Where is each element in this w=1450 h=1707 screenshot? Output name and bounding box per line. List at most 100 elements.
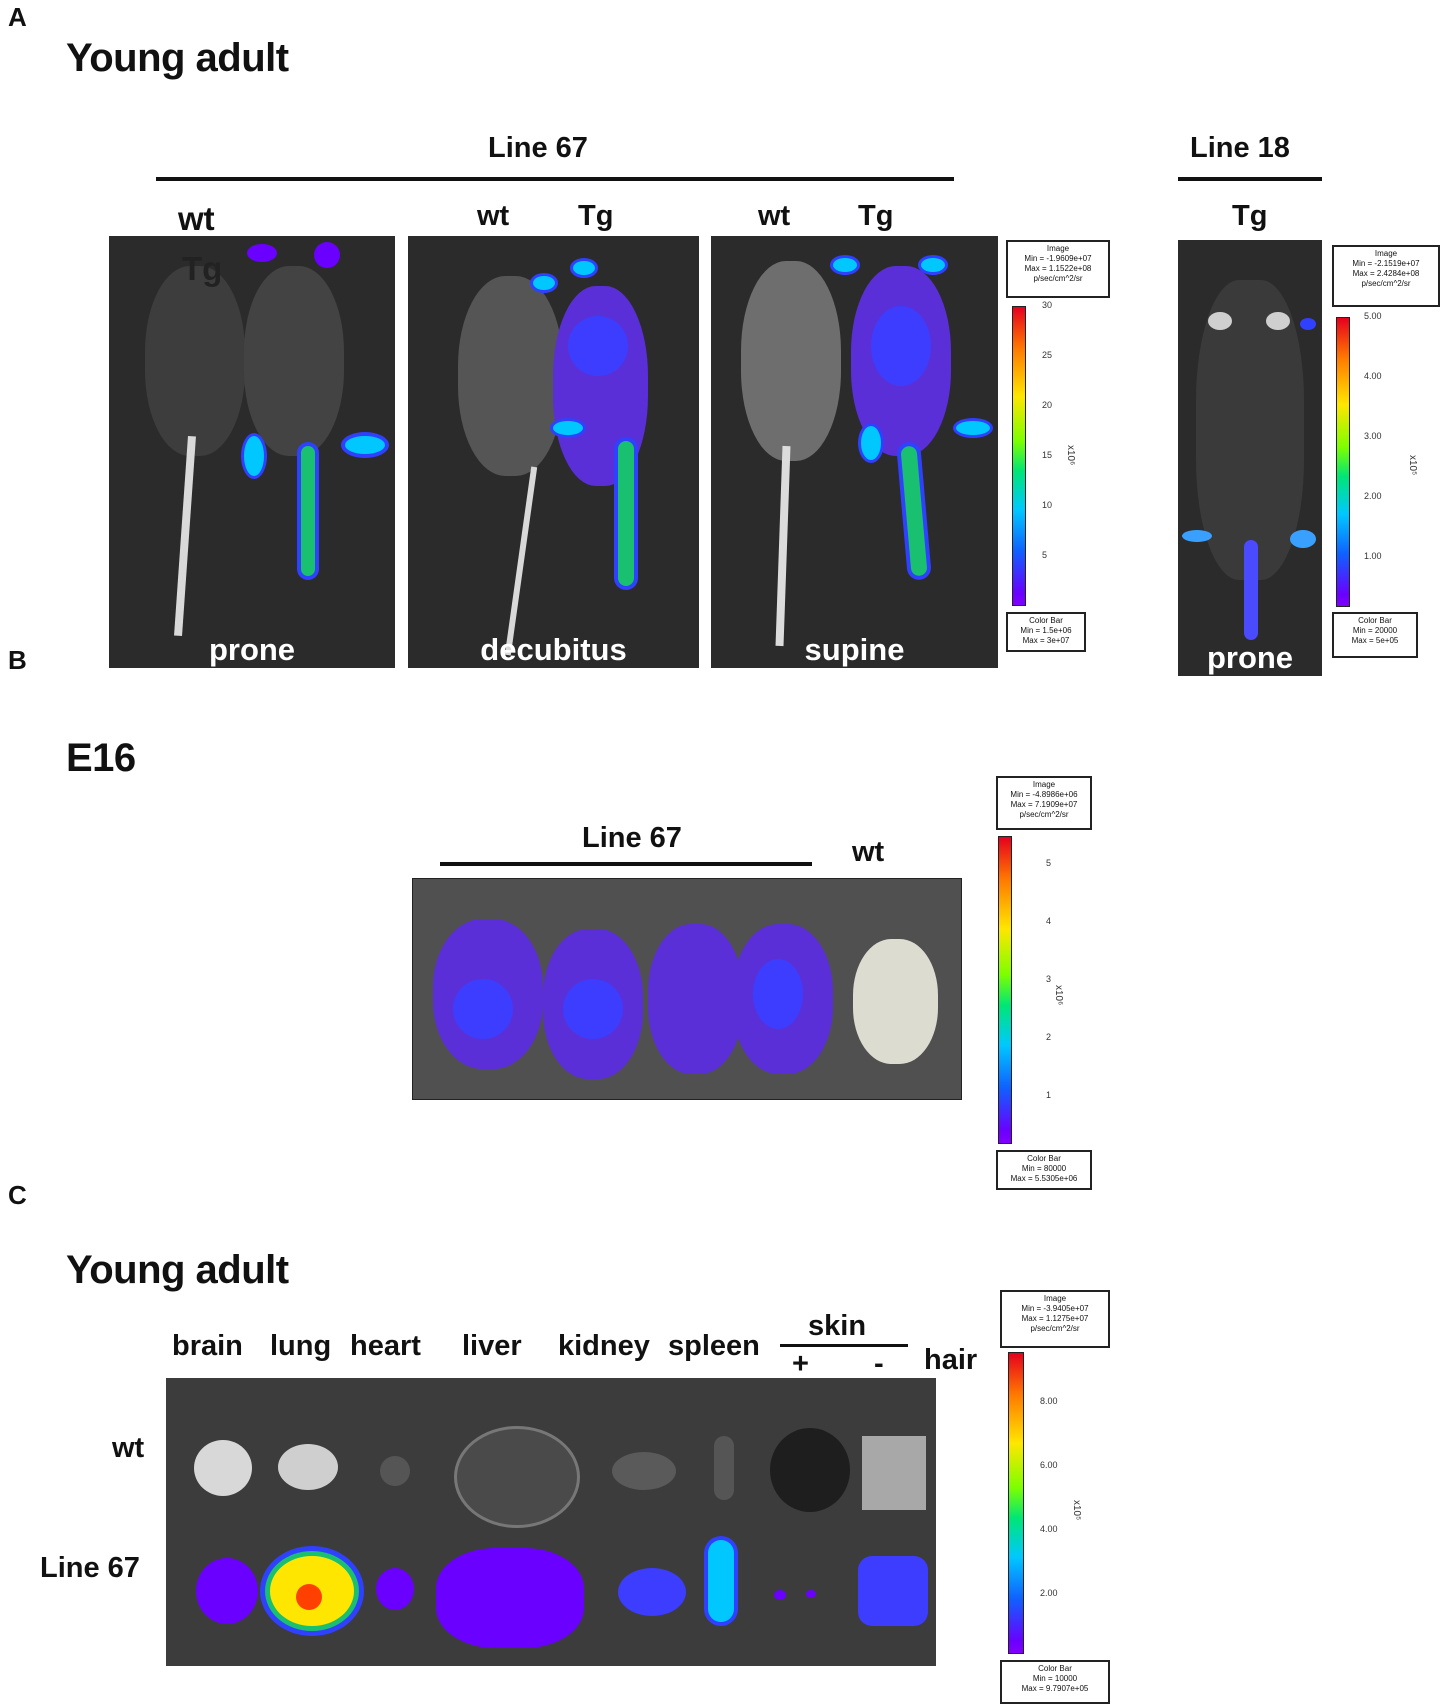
scale2-image-box: Image Min = -2.1519e+07 Max = 2.4284e+08… <box>1332 245 1440 307</box>
organ-liver-label: liver <box>462 1330 522 1362</box>
organ-tick-2: 4.00 <box>1040 1524 1058 1534</box>
mouse-image-supine: supine <box>711 236 998 668</box>
e16-cb-title: Color Bar <box>1027 1154 1061 1163</box>
organ-scale-image-unit: p/sec/cm^2/sr <box>1030 1324 1080 1333</box>
organ-colorbar <box>1008 1352 1024 1654</box>
line18-rule <box>1178 177 1322 181</box>
organ-cb-min: Min = 10000 <box>1032 1674 1078 1683</box>
panel-c-letter: C <box>8 1180 27 1210</box>
label-tg-supine: Tg <box>858 200 894 232</box>
e16-cb-min: Min = 80000 <box>1021 1164 1067 1173</box>
e16-line67-rule <box>440 862 812 866</box>
caption-decubitus: decubitus <box>480 632 627 667</box>
scale1-image-box: Image Min = -1.9609e+07 Max = 1.1522e+08… <box>1006 240 1110 298</box>
e16-scale-image-min: Min = -4.8986e+06 <box>1010 790 1078 799</box>
scale2-tick-2: 3.00 <box>1364 431 1382 441</box>
scale1-cb-min: Min = 1.5e+06 <box>1020 626 1072 635</box>
e16-scale-image-max: Max = 7.1909e+07 <box>1010 800 1078 809</box>
scale2-colorbar <box>1336 317 1350 607</box>
skin-minus-label: - <box>874 1348 884 1380</box>
scale1-tick-2: 20 <box>1042 400 1053 410</box>
mouse-image-line18-prone: prone <box>1178 240 1322 676</box>
e16-colorbar <box>998 836 1012 1144</box>
organ-brain-label: brain <box>172 1330 243 1362</box>
scale1-image-max: Max = 1.1522e+08 <box>1024 264 1092 273</box>
e16-scale-image-box: Image Min = -4.8986e+06 Max = 7.1909e+07… <box>996 776 1092 830</box>
scale1-tick-0: 30 <box>1042 300 1053 310</box>
scale1-unit: x10⁶ <box>1065 445 1076 466</box>
organ-heart-label: heart <box>350 1330 421 1362</box>
e16-line67-label: Line 67 <box>582 822 682 854</box>
organ-scale-image-max: Max = 1.1275e+07 <box>1021 1314 1089 1323</box>
e16-tick-1: 4 <box>1046 916 1052 926</box>
organ-scale-image-min: Min = -3.9405e+07 <box>1021 1304 1089 1313</box>
caption-supine: supine <box>804 632 905 667</box>
e16-tick-0: 5 <box>1046 858 1052 868</box>
mouse-image-decubitus: decubitus <box>408 236 699 668</box>
scale2-image-min: Min = -2.1519e+07 <box>1352 259 1420 268</box>
organ-scale-image-box: Image Min = -3.9405e+07 Max = 1.1275e+07… <box>1000 1290 1110 1348</box>
e16-unit: x10⁶ <box>1053 985 1064 1006</box>
mouse-image-prone: prone <box>109 236 395 668</box>
scale1-cb-title: Color Bar <box>1029 616 1063 625</box>
organ-tick-0: 8.00 <box>1040 1396 1058 1406</box>
label-tg-prone: Tg <box>182 250 223 287</box>
scale1-image-min: Min = -1.9609e+07 <box>1024 254 1092 263</box>
organ-kidney-label: kidney <box>558 1330 650 1362</box>
organ-image <box>166 1378 936 1666</box>
organ-unit: x10⁵ <box>1071 1500 1082 1521</box>
scale1-tick-1: 25 <box>1042 350 1053 360</box>
scale2-tick-0: 5.00 <box>1364 311 1382 321</box>
e16-cb-max: Max = 5.5305e+06 <box>1010 1174 1078 1183</box>
scale2-cb-max: Max = 5e+05 <box>1351 636 1399 645</box>
organ-cb-max: Max = 9.7907e+05 <box>1021 1684 1089 1693</box>
e16-tick-3: 2 <box>1046 1032 1052 1042</box>
caption-line18-prone: prone <box>1206 640 1294 675</box>
scale2-unit: x10⁵ <box>1407 455 1418 476</box>
caption-prone: prone <box>208 632 296 667</box>
scale1-tick-4: 10 <box>1042 500 1053 510</box>
skin-rule <box>780 1344 908 1347</box>
line67-label: Line 67 <box>488 132 588 164</box>
e16-scale-image-unit: p/sec/cm^2/sr <box>1019 810 1069 819</box>
line18-label: Line 18 <box>1190 132 1290 164</box>
scale1-image-title: Image <box>1046 244 1070 253</box>
row-wt-label: wt <box>112 1432 145 1464</box>
panel-b-title: E16 <box>66 736 136 780</box>
e16-scale-image-title: Image <box>1032 780 1056 789</box>
scale1-tick-5: 5 <box>1042 550 1048 560</box>
panel-a-letter: A <box>8 2 27 32</box>
scale1-cb-max: Max = 3e+07 <box>1022 636 1070 645</box>
e16-embryo-image <box>412 878 962 1100</box>
label-wt-prone: wt <box>178 200 215 237</box>
label-wt-supine: wt <box>758 200 791 232</box>
label-tg-line18: Tg <box>1232 200 1268 232</box>
hair-label: hair <box>924 1344 978 1376</box>
row-line67-label: Line 67 <box>40 1552 140 1584</box>
scale2-tick-1: 4.00 <box>1364 371 1382 381</box>
organ-colorbar-box: Color Bar Min = 10000 Max = 9.7907e+05 <box>1000 1660 1110 1704</box>
e16-tick-4: 1 <box>1046 1090 1052 1100</box>
organ-tick-3: 2.00 <box>1040 1588 1058 1598</box>
scale1-image-unit: p/sec/cm^2/sr <box>1033 274 1083 283</box>
panel-b-letter: B <box>8 645 27 675</box>
organ-scale-image-title: Image <box>1043 1294 1067 1303</box>
organ-lung-label: lung <box>270 1330 332 1362</box>
line67-rule <box>156 177 954 181</box>
organ-tick-1: 6.00 <box>1040 1460 1058 1470</box>
e16-wt-label: wt <box>852 836 885 868</box>
scale2-image-max: Max = 2.4284e+08 <box>1352 269 1420 278</box>
scale2-image-unit: p/sec/cm^2/sr <box>1361 279 1411 288</box>
skin-plus-label: + <box>792 1348 809 1380</box>
organ-spleen-label: spleen <box>668 1330 760 1362</box>
scale2-tick-4: 1.00 <box>1364 551 1382 561</box>
scale1-tick-3: 15 <box>1042 450 1053 460</box>
scale2-cb-min: Min = 20000 <box>1352 626 1398 635</box>
label-wt-decubitus: wt <box>477 200 510 232</box>
scale2-tick-3: 2.00 <box>1364 491 1382 501</box>
e16-tick-2: 3 <box>1046 974 1052 984</box>
scale2-cb-title: Color Bar <box>1358 616 1392 625</box>
scale2-image-title: Image <box>1374 249 1398 258</box>
organ-cb-title: Color Bar <box>1038 1664 1072 1673</box>
panel-a-title: Young adult <box>66 36 289 80</box>
